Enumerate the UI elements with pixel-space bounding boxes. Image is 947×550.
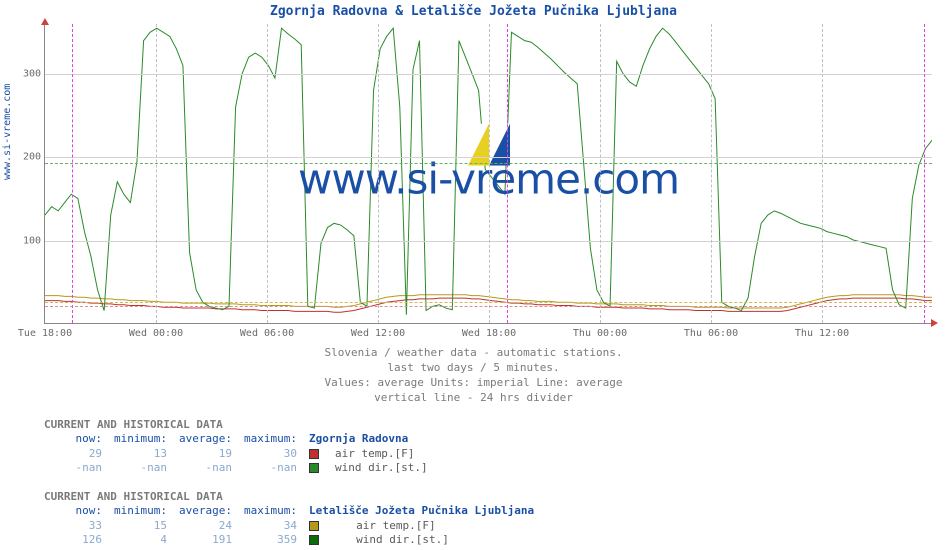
day-divider [72, 24, 73, 323]
variable-label: air temp.[F] [329, 447, 434, 461]
avg-line-air_temp_2 [45, 302, 932, 303]
table-cell: 19 [173, 447, 238, 461]
y-tick-label: 300 [9, 69, 41, 80]
table-cell: 34 [238, 519, 303, 533]
caption-line: Slovenia / weather data - automatic stat… [0, 346, 947, 361]
data-table: CURRENT AND HISTORICAL DATAnow:minimum:a… [44, 490, 540, 547]
avg-line-wind_dir [45, 163, 932, 164]
x-gridline [267, 24, 268, 323]
table-cell: 13 [108, 447, 173, 461]
table-row: 33152434 air temp.[F] [44, 519, 540, 533]
x-tick-label: Thu 00:00 [573, 328, 627, 339]
data-table: CURRENT AND HISTORICAL DATAnow:minimum:a… [44, 418, 434, 475]
x-gridline [156, 24, 157, 323]
variable-label: wind dir.[st.] [350, 533, 540, 547]
column-header: now: [44, 432, 108, 446]
table-row: 29131930 air temp.[F] [44, 447, 434, 461]
x-gridline [378, 24, 379, 323]
x-gridline [600, 24, 601, 323]
table-cell: 29 [44, 447, 108, 461]
x-tick-label: Thu 06:00 [684, 328, 738, 339]
x-tick-label: Thu 12:00 [795, 328, 849, 339]
legend-cell [303, 447, 329, 461]
y-tick-label: 100 [9, 235, 41, 246]
x-tick-label: Tue 18:00 [18, 328, 72, 339]
table-cell: 30 [238, 447, 303, 461]
station-name: Zgornja Radovna [303, 432, 434, 446]
table-cell: 126 [44, 533, 108, 547]
legend-cell [303, 533, 350, 547]
table-cell: -nan [108, 461, 173, 475]
y-tick-label: 200 [9, 152, 41, 163]
table-header: CURRENT AND HISTORICAL DATA [44, 418, 434, 432]
table-cell: 24 [173, 519, 238, 533]
column-header: minimum: [108, 504, 173, 518]
table-cell: -nan [238, 461, 303, 475]
chart-plot-area: www.si-vreme.com 100200300Tue 18:00Wed 0… [44, 24, 932, 324]
x-tick-label: Wed 00:00 [129, 328, 183, 339]
table-cell: 191 [173, 533, 238, 547]
variable-label: wind dir.[st.] [329, 461, 434, 475]
table-cell: 15 [108, 519, 173, 533]
variable-label: air temp.[F] [350, 519, 540, 533]
table-header: CURRENT AND HISTORICAL DATA [44, 490, 540, 504]
column-header: now: [44, 504, 108, 518]
table-cell: 33 [44, 519, 108, 533]
x-tick-label: Wed 12:00 [351, 328, 405, 339]
legend-swatch [309, 521, 319, 531]
table-row: -nan-nan-nan-nanwind dir.[st.] [44, 461, 434, 475]
x-tick-label: Wed 06:00 [240, 328, 294, 339]
legend-swatch [309, 449, 319, 459]
caption-line: last two days / 5 minutes. [0, 361, 947, 376]
column-header: maximum: [238, 432, 303, 446]
column-header: average: [173, 432, 238, 446]
chart-caption: Slovenia / weather data - automatic stat… [0, 346, 947, 405]
caption-line: vertical line - 24 hrs divider [0, 391, 947, 406]
day-divider [507, 24, 508, 323]
column-header: minimum: [108, 432, 173, 446]
table-cell: -nan [44, 461, 108, 475]
x-tick-label: Wed 18:00 [462, 328, 516, 339]
legend-swatch [309, 463, 319, 473]
station-name: Letališče Jožeta Pučnika Ljubljana [303, 504, 540, 518]
avg-line-air_temp_1 [45, 306, 932, 307]
table-cell: 4 [108, 533, 173, 547]
x-gridline [711, 24, 712, 323]
y-axis-site-label: www.si-vreme.com [2, 84, 13, 180]
caption-line: Values: average Units: imperial Line: av… [0, 376, 947, 391]
x-gridline [489, 24, 490, 323]
table-cell: 359 [238, 533, 303, 547]
x-axis-arrow [931, 319, 938, 327]
chart-title: Zgornja Radovna & Letališče Jožeta Pučni… [0, 4, 947, 19]
legend-cell [303, 519, 350, 533]
column-header: average: [173, 504, 238, 518]
table-row: 1264191359 wind dir.[st.] [44, 533, 540, 547]
table-cell: -nan [173, 461, 238, 475]
column-header: maximum: [238, 504, 303, 518]
legend-swatch [309, 535, 319, 545]
x-gridline [822, 24, 823, 323]
legend-cell [303, 461, 329, 475]
day-divider [924, 24, 925, 323]
